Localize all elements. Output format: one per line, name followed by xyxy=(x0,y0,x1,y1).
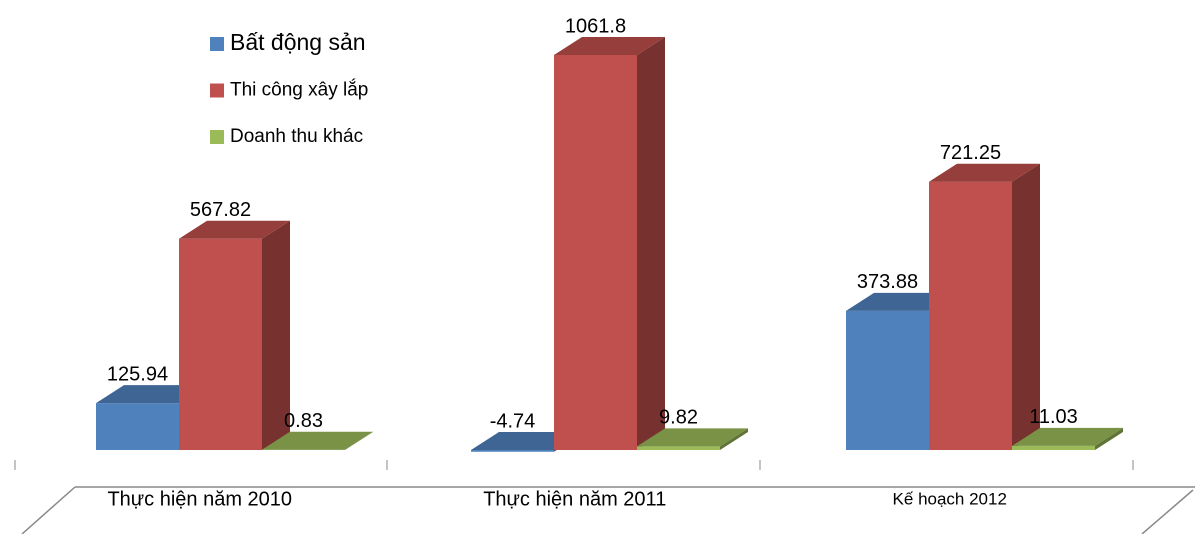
x-tick-label: Kế hoạch 2012 xyxy=(893,489,1007,508)
bar-side xyxy=(345,431,373,450)
bar-side xyxy=(1012,163,1040,451)
bar-top xyxy=(179,220,290,239)
bar xyxy=(96,403,179,450)
x-tick-label: Thực hiện năm 2010 xyxy=(107,488,292,510)
legend-swatch xyxy=(210,37,224,51)
value-label: 721.25 xyxy=(940,142,1001,164)
bar-top xyxy=(262,431,373,450)
legend-label: Doanh thu khác xyxy=(230,126,363,147)
bar-side xyxy=(720,428,748,450)
legend-swatch xyxy=(210,130,224,144)
legend-label: Bất động sản xyxy=(230,29,366,55)
bar-top xyxy=(1012,427,1123,446)
bar xyxy=(929,181,1012,451)
bar-side xyxy=(262,220,290,450)
value-label: 9.82 xyxy=(659,407,698,429)
bar-top xyxy=(637,428,748,447)
value-label: 373.88 xyxy=(857,271,918,293)
bar xyxy=(554,55,637,450)
bar xyxy=(471,450,554,452)
bar xyxy=(637,446,720,450)
value-label: 0.83 xyxy=(284,410,323,432)
value-label: 125.94 xyxy=(107,363,168,385)
value-label: -4.74 xyxy=(490,410,536,432)
value-label: 11.03 xyxy=(1029,406,1078,428)
value-label: 1061.8 xyxy=(565,15,626,37)
value-label: 567.82 xyxy=(190,199,251,221)
bar-top xyxy=(929,163,1040,182)
bar-top xyxy=(554,37,665,55)
legend-label: Thi công xây lắp xyxy=(230,79,368,101)
floor-edge xyxy=(21,486,76,534)
bar xyxy=(179,238,262,450)
bar-side xyxy=(1095,427,1123,450)
bar-side xyxy=(637,37,665,450)
floor-edge xyxy=(1141,489,1194,534)
bar xyxy=(846,310,929,450)
bar xyxy=(1012,445,1095,450)
legend-swatch xyxy=(210,83,224,98)
x-tick-label: Thực hiện năm 2011 xyxy=(483,488,666,510)
